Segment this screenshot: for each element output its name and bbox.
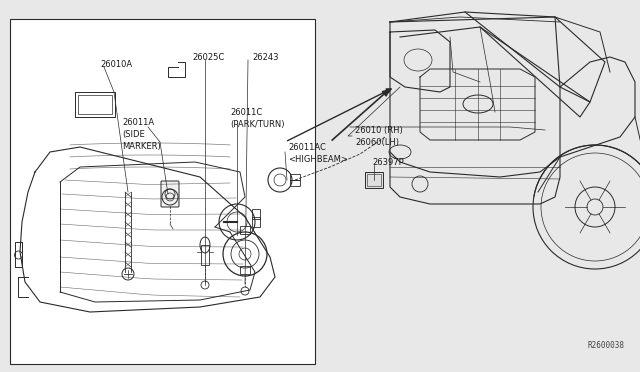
Bar: [290, 174, 300, 180]
Text: 26011AC: 26011AC: [288, 142, 326, 151]
Text: (PARK/TURN): (PARK/TURN): [230, 119, 285, 128]
Bar: [78, 95, 112, 114]
Bar: [201, 245, 209, 265]
Text: <HIGHBEAM>: <HIGHBEAM>: [288, 154, 348, 164]
Text: MARKER): MARKER): [122, 141, 161, 151]
Bar: [367, 174, 381, 186]
Text: R2600038: R2600038: [588, 341, 625, 350]
Bar: [290, 180, 300, 186]
Text: 26397P: 26397P: [372, 157, 404, 167]
Text: 26060(LH): 26060(LH): [355, 138, 399, 147]
FancyBboxPatch shape: [161, 181, 179, 207]
Bar: [240, 266, 250, 274]
Text: 26011C: 26011C: [230, 108, 262, 116]
Bar: [252, 217, 260, 227]
Text: 26243: 26243: [252, 52, 278, 61]
Bar: [240, 226, 250, 234]
Text: 26010 (RH): 26010 (RH): [355, 125, 403, 135]
Bar: [10, 19, 315, 364]
Bar: [365, 172, 383, 188]
Text: 26010A: 26010A: [100, 60, 132, 68]
Text: 26025C: 26025C: [192, 52, 224, 61]
Bar: [252, 209, 260, 219]
Text: (SIDE: (SIDE: [122, 129, 145, 138]
Text: 26011A: 26011A: [122, 118, 154, 126]
